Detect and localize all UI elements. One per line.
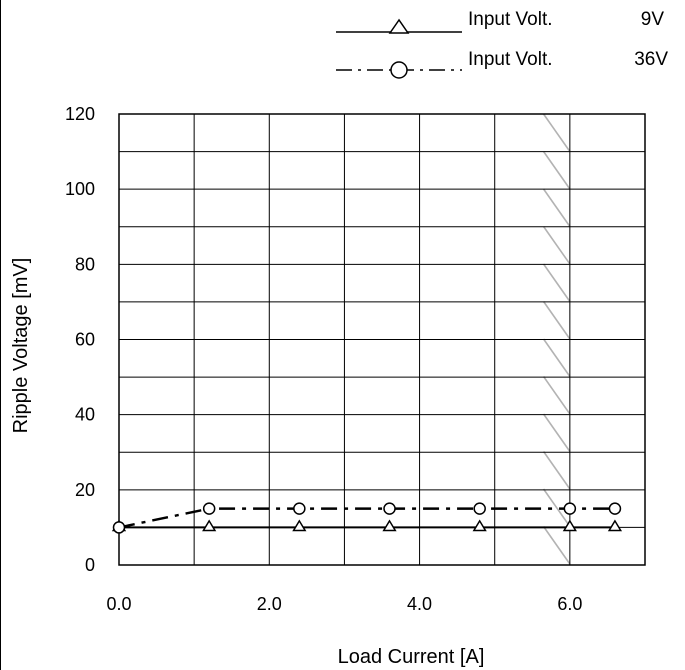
- tick-labels: 0.0 2.0 4.0 6.0 0 20 40 60 80 100 120: [65, 104, 582, 614]
- hatch-line: [542, 263, 571, 302]
- series-layer: [111, 502, 623, 534]
- y-axis-title: Ripple Voltage [mV]: [10, 258, 32, 434]
- legend-value-36v: 36V: [634, 49, 668, 70]
- x-tick-label: 4.0: [407, 594, 432, 614]
- hatch-line: [542, 451, 571, 490]
- data-point-triangle: [292, 519, 307, 532]
- data-point-circle: [608, 502, 622, 515]
- legend-label-9v: Input Volt.: [468, 9, 553, 30]
- x-tick-label: 2.0: [257, 594, 282, 614]
- legend-item-36v: Input Volt. 36V: [336, 49, 668, 79]
- legend-circle-marker: [390, 61, 408, 79]
- data-point-triangle: [202, 519, 217, 532]
- data-point-triangle: [382, 519, 397, 532]
- legend-label-36v: Input Volt.: [468, 49, 553, 70]
- hatched-region: [542, 113, 571, 565]
- y-tick-label: 80: [75, 254, 95, 274]
- hatch-line: [542, 113, 571, 152]
- data-point-triangle: [472, 519, 487, 532]
- legend-triangle-marker: [388, 18, 410, 34]
- legend-item-9v: Input Volt. 9V: [336, 9, 665, 34]
- hatch-line: [542, 338, 571, 377]
- hatch-line: [542, 188, 571, 227]
- plot-frame: [118, 113, 646, 566]
- data-point-triangle: [562, 519, 577, 532]
- hatch-line: [542, 488, 571, 527]
- y-tick-label: 0: [85, 555, 95, 575]
- series-line-36v: [118, 507, 615, 529]
- y-tick-label: 120: [65, 104, 95, 124]
- data-point-circle: [473, 502, 486, 515]
- data-point-triangle: [607, 519, 623, 532]
- y-tick-label: 60: [75, 330, 95, 350]
- hatch-line: [542, 526, 571, 565]
- hatch-line: [542, 301, 571, 340]
- hatch-line: [542, 226, 571, 265]
- hatch-line: [542, 151, 571, 190]
- x-axis-title: Load Current [A]: [338, 646, 485, 668]
- x-tick-label: 6.0: [557, 594, 582, 614]
- data-point-circle: [383, 502, 396, 515]
- data-point-circle: [563, 502, 577, 515]
- y-tick-label: 100: [65, 179, 95, 199]
- left-border-line: [0, 0, 1, 670]
- x-tick-label: 0.0: [106, 594, 131, 614]
- y-tick-label: 40: [75, 405, 95, 425]
- hatch-line: [542, 413, 571, 452]
- data-point-circle: [202, 502, 216, 515]
- data-point-circle: [293, 502, 306, 515]
- y-tick-label: 20: [75, 480, 95, 500]
- legend: Input Volt. 9V Input Volt. 36V: [336, 9, 668, 79]
- legend-value-9v: 9V: [641, 9, 665, 30]
- data-point-circle: [112, 521, 126, 534]
- grid: [119, 114, 645, 565]
- hatch-line: [542, 376, 571, 415]
